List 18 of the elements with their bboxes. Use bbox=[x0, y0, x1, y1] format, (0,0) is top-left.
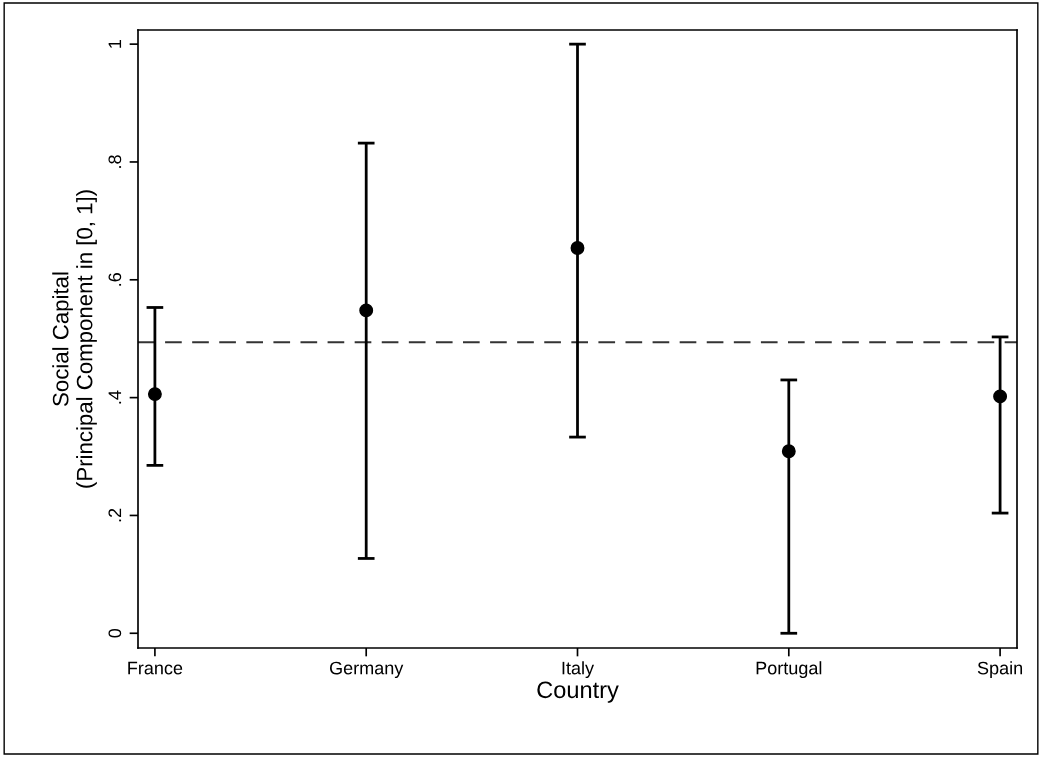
x-tick-label: Spain bbox=[977, 661, 1023, 679]
x-tick-label: Portugal bbox=[756, 661, 822, 679]
y-axis-title: Social Capital (Principal Component in [0, 1]) bbox=[52, 190, 97, 488]
x-axis-title: Country bbox=[537, 681, 619, 703]
x-tick-label: Italy bbox=[562, 661, 595, 679]
x-tick-label: France bbox=[128, 661, 183, 675]
point bbox=[570, 241, 585, 255]
y-tick-label: .4 bbox=[108, 390, 122, 404]
point bbox=[359, 303, 374, 318]
point bbox=[147, 387, 162, 402]
y-tick-label: .6 bbox=[108, 273, 122, 286]
y-tick-label: 0 bbox=[108, 628, 122, 638]
point bbox=[781, 444, 796, 459]
y-tick-label: .8 bbox=[108, 155, 122, 168]
x-tick-label: Germany bbox=[329, 661, 404, 679]
point bbox=[993, 389, 1008, 404]
y-tick-label: 1 bbox=[108, 40, 122, 48]
y-tick-label: .2 bbox=[108, 508, 122, 522]
